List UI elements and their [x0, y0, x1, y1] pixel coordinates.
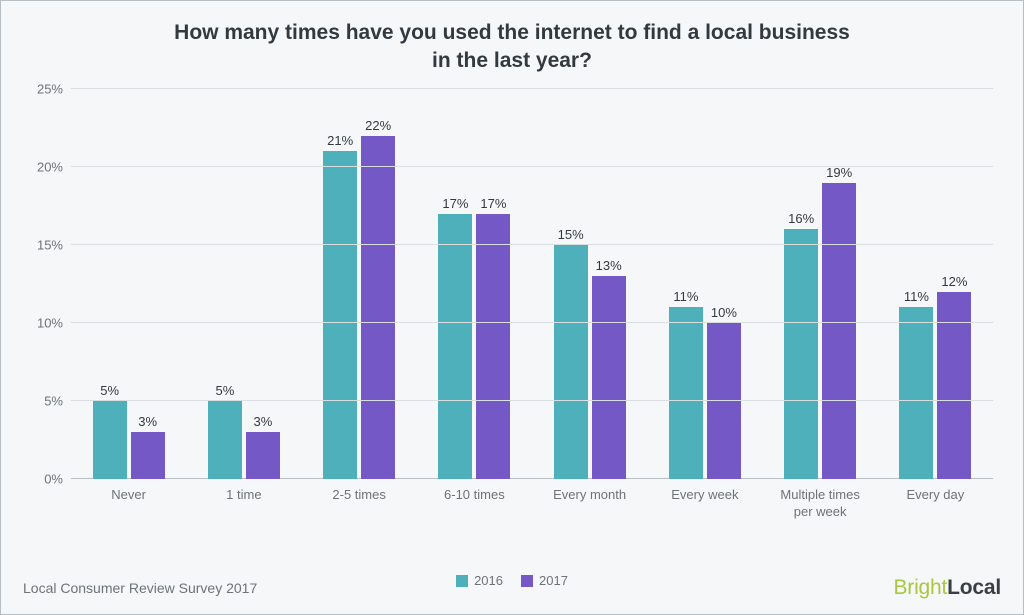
bar-wrap: 22% — [361, 89, 395, 479]
x-tick-label: Every week — [647, 487, 762, 504]
brand-part1: Bright — [893, 576, 947, 599]
gridline — [71, 166, 993, 167]
bar-value-label: 21% — [327, 133, 353, 148]
bar — [937, 292, 971, 479]
bar-group: 5%3%1 time — [186, 89, 301, 479]
bar-group: 17%17%6-10 times — [417, 89, 532, 479]
bar-group: 11%10%Every week — [647, 89, 762, 479]
bar-wrap: 15% — [554, 89, 588, 479]
x-tick-label: Every month — [532, 487, 647, 504]
y-tick-label: 20% — [13, 160, 63, 175]
brand-logo: BrightLocal — [893, 576, 1001, 600]
bar-pair: 5% 3% — [186, 89, 301, 479]
bar — [822, 183, 856, 479]
bar-wrap: 3% — [246, 89, 280, 479]
brand-part2: Local — [947, 576, 1001, 599]
bar — [476, 214, 510, 479]
bar-value-label: 3% — [253, 414, 272, 429]
bar-pair: 16% 19% — [763, 89, 878, 479]
bar-wrap: 11% — [899, 89, 933, 479]
bar-wrap: 17% — [438, 89, 472, 479]
legend-label: 2017 — [539, 573, 568, 588]
bar-wrap: 16% — [784, 89, 818, 479]
bar-value-label: 12% — [941, 274, 967, 289]
bar — [554, 245, 588, 479]
bar-value-label: 16% — [788, 211, 814, 226]
bar-wrap: 21% — [323, 89, 357, 479]
bar-groups: 5%3%Never5%3%1 time21%22%2-5 times17%17%… — [71, 89, 993, 479]
bar-value-label: 5% — [100, 383, 119, 398]
bar-pair: 21% 22% — [302, 89, 417, 479]
y-tick-label: 5% — [13, 394, 63, 409]
y-tick-label: 25% — [13, 82, 63, 97]
bar-pair: 11% 12% — [878, 89, 993, 479]
gridline — [71, 244, 993, 245]
bar-value-label: 17% — [442, 196, 468, 211]
legend-swatch — [521, 575, 533, 587]
source-text: Local Consumer Review Survey 2017 — [23, 580, 257, 596]
chart-frame: How many times have you used the interne… — [0, 0, 1024, 615]
bar-wrap: 12% — [937, 89, 971, 479]
bar-group: 16%19%Multiple timesper week — [763, 89, 878, 479]
legend-item-2017: 2017 — [521, 573, 568, 588]
bar — [361, 136, 395, 479]
bar-value-label: 11% — [673, 289, 698, 304]
bar — [669, 307, 703, 479]
gridline — [71, 322, 993, 323]
bar — [707, 323, 741, 479]
bar — [208, 401, 242, 479]
bar-pair: 11% 10% — [647, 89, 762, 479]
bar-wrap: 5% — [93, 89, 127, 479]
gridline — [71, 400, 993, 401]
bar — [246, 432, 280, 479]
bar-value-label: 3% — [138, 414, 157, 429]
bar — [899, 307, 933, 479]
bar-group: 5%3%Never — [71, 89, 186, 479]
bar — [784, 229, 818, 479]
bar-wrap: 5% — [208, 89, 242, 479]
x-tick-label: Multiple timesper week — [763, 487, 878, 521]
bar-value-label: 11% — [904, 289, 929, 304]
bar — [438, 214, 472, 479]
bar-value-label: 13% — [596, 258, 622, 273]
bar-wrap: 19% — [822, 89, 856, 479]
plot-area: 5%3%Never5%3%1 time21%22%2-5 times17%17%… — [71, 89, 993, 479]
chart-title: How many times have you used the interne… — [1, 19, 1023, 76]
bar-group: 21%22%2-5 times — [302, 89, 417, 479]
bar-pair: 5% 3% — [71, 89, 186, 479]
x-tick-label: Every day — [878, 487, 993, 504]
bar-wrap: 3% — [131, 89, 165, 479]
bar-value-label: 17% — [480, 196, 506, 211]
legend-swatch — [456, 575, 468, 587]
bar-group: 11%12%Every day — [878, 89, 993, 479]
bar-wrap: 13% — [592, 89, 626, 479]
y-tick-label: 15% — [13, 238, 63, 253]
legend-label: 2016 — [474, 573, 503, 588]
x-tick-label: 6-10 times — [417, 487, 532, 504]
bar-wrap: 10% — [707, 89, 741, 479]
bar-group: 15%13%Every month — [532, 89, 647, 479]
bar — [592, 276, 626, 479]
bar-value-label: 22% — [365, 118, 391, 133]
bar-wrap: 17% — [476, 89, 510, 479]
bar-value-label: 5% — [215, 383, 234, 398]
legend-item-2016: 2016 — [456, 573, 503, 588]
bar-wrap: 11% — [669, 89, 703, 479]
bar — [131, 432, 165, 479]
bar-value-label: 15% — [558, 227, 584, 242]
gridline — [71, 88, 993, 89]
y-tick-label: 0% — [13, 472, 63, 487]
bar-pair: 15% 13% — [532, 89, 647, 479]
bar — [323, 151, 357, 479]
x-tick-label: 2-5 times — [302, 487, 417, 504]
y-tick-label: 10% — [13, 316, 63, 331]
x-tick-label: Never — [71, 487, 186, 504]
bar-pair: 17% 17% — [417, 89, 532, 479]
bar-value-label: 10% — [711, 305, 737, 320]
x-tick-label: 1 time — [186, 487, 301, 504]
bar — [93, 401, 127, 479]
